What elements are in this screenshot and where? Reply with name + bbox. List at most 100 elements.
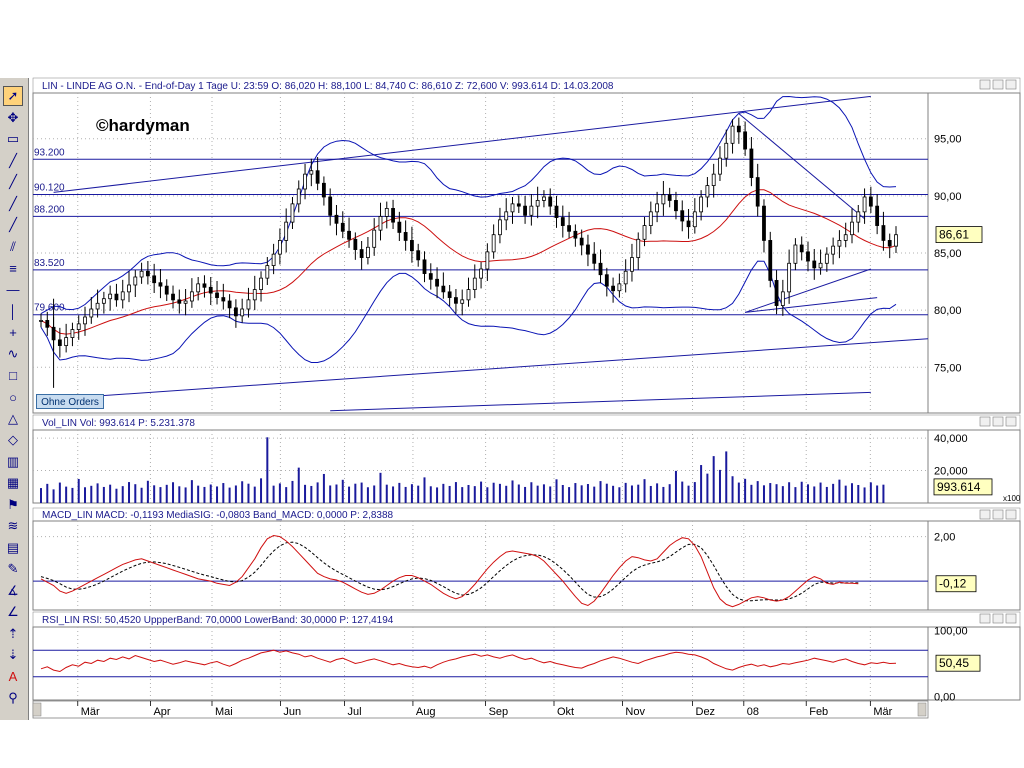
candle-body [89,308,94,318]
parallel-lines-icon[interactable]: ⫽ [10,238,16,254]
candle-body [378,216,383,231]
candle-body [57,339,62,346]
candle-body [718,157,722,175]
rectangle-icon[interactable]: ▭ [6,131,20,146]
candle-body [120,291,125,301]
trend-line-icon[interactable]: ╱ [9,195,17,211]
candle-body [736,125,741,133]
volume-bar [876,485,879,503]
list-icon[interactable]: ▤ [6,539,20,555]
candle-body [372,229,377,248]
price-header-text: LIN - LINDE AG O.N. - End-of-Day 1 Tage … [42,81,614,92]
text-icon[interactable]: A [8,669,18,684]
candle-body [491,234,496,253]
candle-body [648,211,653,226]
candle-body [799,244,804,253]
volume-bar [813,486,816,503]
ellipse-icon[interactable]: ○ [9,389,17,405]
ohne-orders-button[interactable]: Ohne Orders [36,394,104,409]
moving-average-line [40,189,897,335]
volume-bar [184,487,187,503]
candle-body [189,291,194,302]
marker-icon[interactable]: ⚲ [8,690,18,705]
price-y-tick: 95,00 [934,134,962,146]
volume-bar [348,486,351,503]
candle-body [542,196,546,201]
pointer-icon[interactable]: ➚ [3,86,23,106]
candle-body [573,230,578,239]
horizontal-line-icon[interactable]: — [6,282,20,297]
candle-body [359,249,364,258]
curve-icon[interactable]: ∿ [7,346,19,361]
macd-y-tick: 2,00 [934,532,955,544]
down-arrow-icon[interactable]: ⇣ [7,647,19,662]
volume-bar [454,482,457,503]
diamond-icon[interactable]: ◇ [8,432,18,447]
volume-bar [354,483,357,503]
volume-bar [662,486,665,503]
candle-body [271,253,276,266]
up-arrow-icon[interactable]: ⇡ [7,625,19,641]
candle-body [705,185,710,198]
volume-bar [574,483,577,503]
price-y-tick: 85,00 [934,248,962,260]
angle-icon[interactable]: ∠ [7,604,19,619]
edit-points-icon[interactable]: ✎ [7,561,19,576]
volume-bar [159,487,162,503]
candle-body [780,291,785,306]
ray-icon[interactable]: ╱ [9,174,17,189]
month-label: 08 [747,706,759,718]
vertical-line-icon[interactable]: │ [8,303,18,319]
square-shape-icon[interactable]: □ [9,368,17,383]
volume-bar [379,472,382,503]
candle-body [441,285,446,293]
candle-body [466,289,471,301]
candle-body [850,221,854,236]
candle-body [202,283,207,288]
candle-body [485,251,490,270]
percent-line-icon[interactable]: ∡ [7,582,19,598]
extended-line-icon[interactable]: ╱ [9,217,17,232]
bars-icon[interactable]: ▥ [6,453,20,469]
candle-body [240,308,245,317]
candle-body [793,244,798,264]
line-icon[interactable]: ╱ [9,152,17,168]
panel-restore-button-0 [992,79,1004,90]
candle-body [818,262,823,269]
volume-bar [832,483,835,503]
plus-icon[interactable]: + [9,325,17,340]
channel-icon[interactable]: ≋ [7,518,19,533]
candle-body [749,148,754,178]
triangle-icon[interactable]: △ [8,410,18,426]
volume-bar [128,482,131,503]
columns-icon[interactable]: ▦ [6,475,20,490]
candle-body [246,299,251,310]
candle-body [630,257,634,272]
fibonacci-icon[interactable]: ≡ [9,260,17,276]
volume-bar [505,485,508,503]
candle-body [108,293,113,300]
volume-bar [586,484,589,503]
volume-bar [630,485,633,503]
candle-body [252,289,257,301]
volume-bar [461,487,464,503]
volume-bar [869,482,872,503]
volume-bar [310,485,313,503]
candle-body [504,211,509,221]
indicator-icon[interactable]: ⚑ [7,496,19,512]
volume-bar [536,485,539,503]
candle-body [101,298,106,304]
volume-bar [473,486,476,503]
panel-minimize-button-0 [979,79,991,90]
volume-bar [429,486,432,503]
month-label: Nov [625,706,645,718]
candle-body [221,297,226,302]
rsi-line [40,649,897,673]
crosshair-icon[interactable]: ✥ [7,109,19,125]
candle-body [164,285,169,295]
candle-body [454,297,458,304]
volume-bar [360,482,363,503]
month-label: Mai [215,706,233,718]
candle-body [623,270,628,285]
